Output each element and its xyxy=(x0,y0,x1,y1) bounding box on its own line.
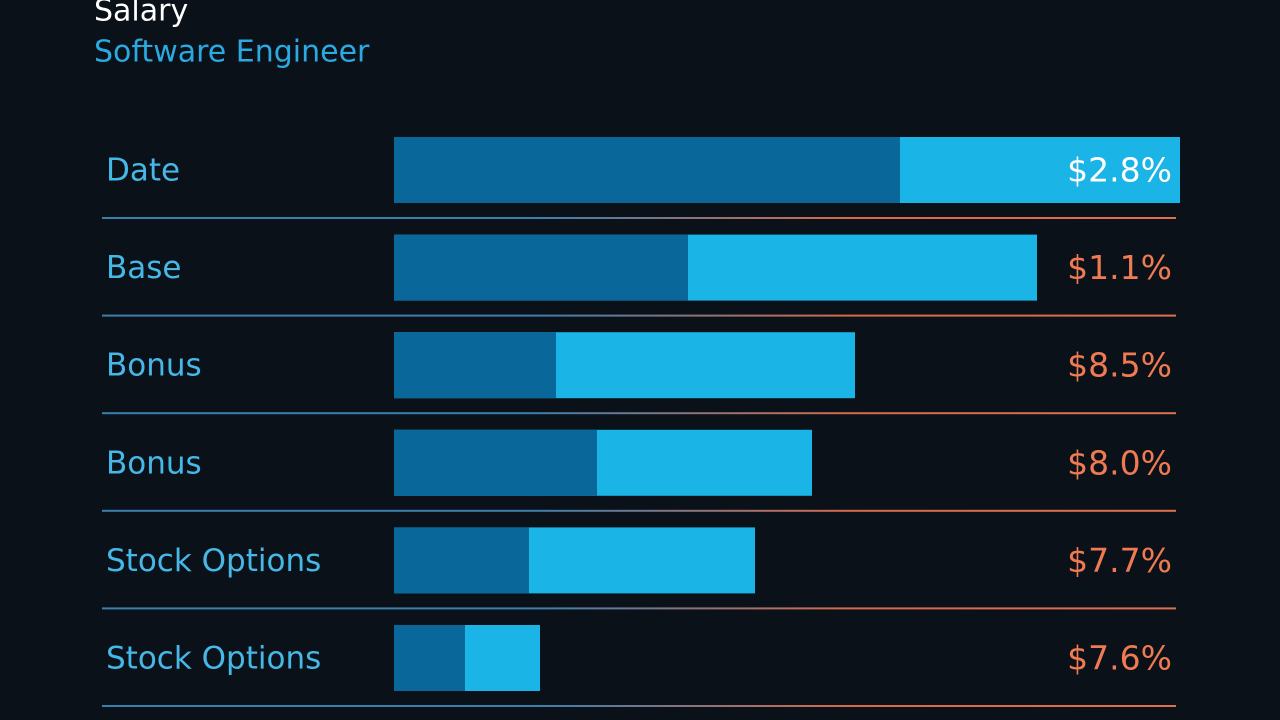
subtitle: Software Engineer xyxy=(94,35,370,70)
bar-dark xyxy=(394,137,900,203)
row-label: Date xyxy=(106,153,180,189)
bar-dark xyxy=(394,332,556,399)
bar-dark xyxy=(394,625,465,691)
row-label: Bonus xyxy=(106,348,202,384)
bar-dark xyxy=(394,429,597,496)
title: Salary xyxy=(94,0,188,29)
separator xyxy=(102,705,1176,707)
row-value: $7.6% xyxy=(1067,639,1172,678)
row-value: $1.1% xyxy=(1067,248,1172,287)
separator xyxy=(102,412,1176,415)
row-value: $7.7% xyxy=(1067,541,1172,580)
rows: Date $2.8% Base $1.1% Bonus $8.5% Bonus $8.0% St… xyxy=(102,137,1180,707)
separator xyxy=(102,314,1176,317)
row-label: Base xyxy=(106,250,182,286)
separator xyxy=(102,509,1176,512)
row-value: $8.5% xyxy=(1067,346,1172,385)
bar-dark xyxy=(394,527,529,594)
row-value: $2.8% xyxy=(1067,151,1172,190)
bar-dark xyxy=(394,234,688,301)
row-label: Stock Options xyxy=(106,641,321,677)
row-label: Stock Options xyxy=(106,543,321,579)
separator xyxy=(102,217,1176,219)
separator xyxy=(102,607,1176,610)
row-label: Bonus xyxy=(106,445,202,481)
row-value: $8.0% xyxy=(1067,443,1172,482)
